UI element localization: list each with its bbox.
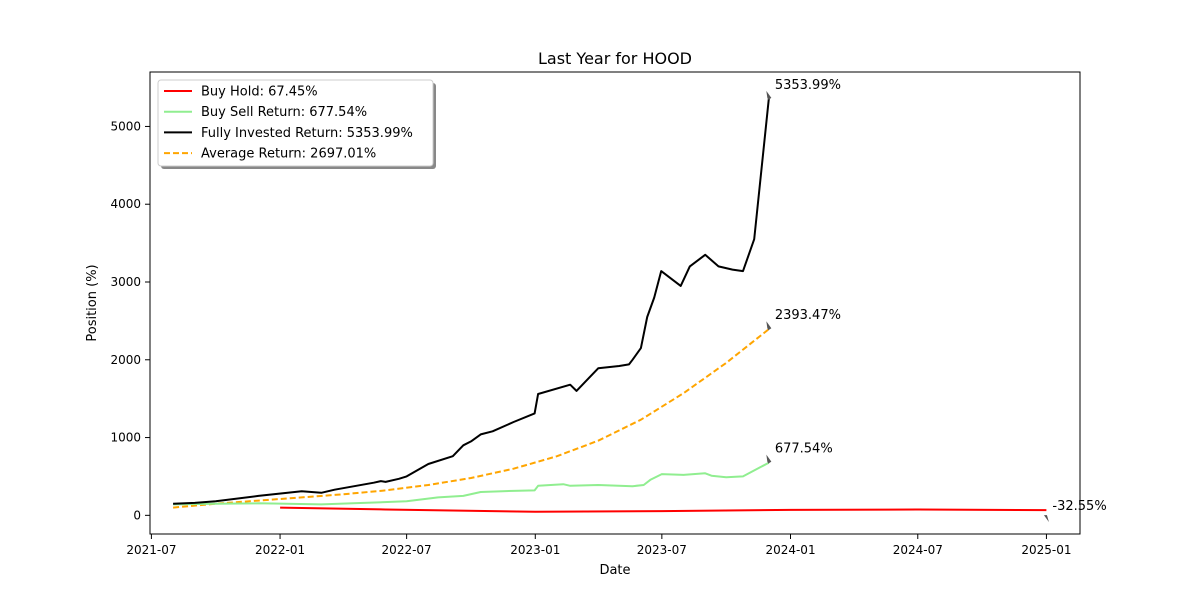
series-line-2 [173, 98, 770, 505]
y-tick-label: 5000 [110, 119, 141, 133]
annotation-layer: 5353.99%2393.47%677.54%-32.55% [766, 78, 1107, 523]
x-tick-label: 2022-01 [255, 543, 305, 557]
legend-label-0: Buy Hold: 67.45% [201, 85, 318, 100]
annotation-label: 677.54% [775, 442, 833, 457]
annotation-arrow [766, 90, 772, 100]
annotation-label: 2393.47% [775, 308, 841, 323]
annotation-arrow [766, 321, 772, 331]
series-line-3 [173, 328, 770, 509]
annotation-arrow [766, 454, 772, 464]
legend-label-1: Buy Sell Return: 677.54% [201, 105, 367, 120]
y-tick-label: 4000 [110, 197, 141, 211]
x-tick-label: 2025-01 [1021, 543, 1071, 557]
y-tick-label: 3000 [110, 275, 141, 289]
legend: Buy Hold: 67.45% Buy Sell Return: 677.54%… [157, 79, 436, 169]
annotation-label: 5353.99% [775, 78, 841, 93]
y-axis-label: Position (%) [85, 264, 100, 341]
x-tick-label: 2021-07 [126, 543, 176, 557]
x-tick-label: 2024-01 [765, 543, 815, 557]
legend-label-3: Average Return: 2697.01% [201, 147, 376, 162]
x-tick-label: 2023-07 [637, 543, 687, 557]
y-tick-label: 0 [133, 508, 141, 522]
x-tick-label: 2022-07 [382, 543, 432, 557]
series-layer [173, 98, 1047, 513]
plot-area-frame [149, 71, 1081, 535]
y-axis: 0 1000 2000 3000 4000 5000 [110, 119, 150, 522]
legend-box [157, 79, 434, 167]
x-tick-label: 2024-07 [893, 543, 943, 557]
series-line-1 [173, 461, 770, 506]
y-tick-label: 2000 [110, 353, 141, 367]
series-line-0 [280, 506, 1047, 513]
x-axis: 2021-07 2022-01 2022-07 2023-01 2023-07 2024-… [126, 534, 1072, 557]
x-tick-label: 2023-01 [510, 543, 560, 557]
x-axis-label: Date [599, 563, 630, 578]
chart-title: Last Year for HOOD [538, 49, 692, 68]
annotation-arrow [1043, 515, 1049, 523]
y-tick-label: 1000 [110, 431, 141, 445]
legend-label-2: Fully Invested Return: 5353.99% [201, 126, 413, 141]
